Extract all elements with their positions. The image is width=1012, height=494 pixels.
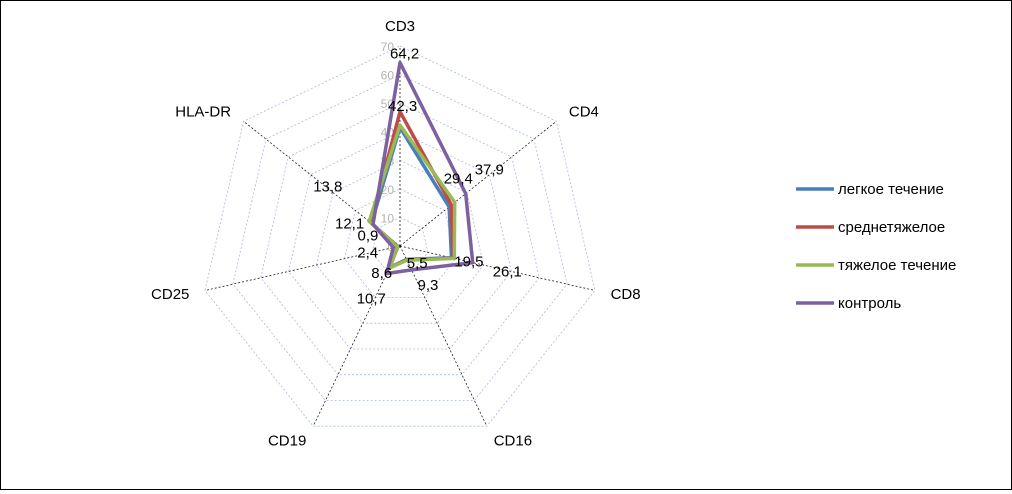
- axis-label-cd19: CD19: [268, 433, 306, 450]
- spoke-cd19: [312, 245, 401, 427]
- grid-ring-3: [315, 159, 485, 324]
- legend-label-3: тяжелое течение: [838, 257, 956, 274]
- axis-label-cd25: CD25: [151, 286, 189, 303]
- spoke-cd8: [399, 245, 596, 291]
- tick-label-6: 60: [381, 69, 395, 83]
- data-label-7: 9,3: [418, 277, 439, 294]
- radar-grid: [204, 45, 596, 427]
- legend-label-1: легкое течение: [838, 181, 944, 198]
- spoke-cd4: [399, 121, 557, 247]
- data-label-5: 26,1: [493, 264, 522, 281]
- data-label-3: 37,9: [475, 162, 504, 179]
- data-label-10: 8,6: [371, 265, 392, 282]
- series-line-1: [369, 125, 454, 270]
- series-line-4: [371, 60, 475, 276]
- data-labels: 64,2 42,3 37,929,4 26,1 19,5 9,3 5,5 10,7 8,6 2,4…: [313, 46, 522, 308]
- data-label-1: 64,2: [390, 46, 419, 63]
- spoke-cd25: [204, 245, 401, 291]
- spoke-cd16: [399, 245, 488, 427]
- grid-ring-1: [371, 216, 429, 273]
- axis-label-cd8: CD8: [611, 286, 641, 303]
- grid-ring-7: [204, 45, 596, 427]
- legend-label-4: контроль: [838, 295, 901, 312]
- data-label-4: 29,4: [444, 171, 473, 188]
- data-label-11: 2,4: [357, 245, 378, 262]
- series-lines: [367, 60, 475, 276]
- tick-label-7: 70: [381, 40, 395, 54]
- data-label-6: 19,5: [454, 253, 483, 270]
- data-label-14: 12,1: [335, 215, 364, 232]
- legend: легкое течение среднетяжелое тяжелое течен…: [796, 181, 956, 312]
- data-label-2: 42,3: [388, 98, 417, 115]
- data-label-8: 5,5: [407, 255, 428, 272]
- data-label-13: 13,8: [313, 178, 342, 195]
- axis-label-hla-dr: HLA-DR: [175, 103, 231, 120]
- axis-labels: CD3 CD4 CD8 CD16 CD19 CD25 HLA-DR: [151, 18, 641, 450]
- axis-label-cd16: CD16: [494, 433, 532, 450]
- data-label-9: 10,7: [357, 291, 386, 308]
- data-label-12: 0,9: [358, 228, 379, 245]
- tick-label-1: 10: [381, 211, 395, 225]
- grid-ring-2: [343, 188, 457, 298]
- axis-label-cd3: CD3: [385, 18, 415, 35]
- legend-label-2: среднетяжелое: [838, 219, 945, 236]
- grid-ring-6: [232, 74, 568, 401]
- grid-ring-5: [260, 102, 540, 376]
- axis-label-cd4: CD4: [569, 103, 599, 120]
